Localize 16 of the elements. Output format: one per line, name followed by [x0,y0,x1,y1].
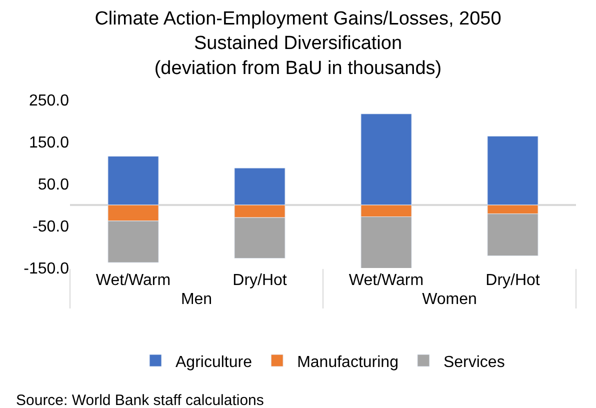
text: Men [180,291,212,308]
legend-label: Services [443,354,505,371]
chart-title: Climate Action-Employment Gains/Losses, 2050 Sustained Diversification (deviation from BaU in thousands) [94,8,502,79]
x-tick-label: Wet/Warm [96,272,171,289]
y-tick-label: 150.0 [28,134,70,152]
legend-label: Manufacturing [297,354,398,371]
y-tick-label: 250.0 [28,92,70,110]
y-tick-label: 50.0 [38,176,70,194]
text: Women [422,291,477,308]
x-tick-label: Dry/Hot [232,272,288,289]
source-note: Source: World Bank staff calculations [16,392,264,408]
legend-label: Agriculture [176,354,252,371]
y-tick-label: -150.0 [24,260,70,278]
x-tick-label: Wet/Warm [348,272,424,289]
y-tick-label: -50.0 [32,218,70,236]
x-tick-label: Dry/Hot [486,272,540,289]
